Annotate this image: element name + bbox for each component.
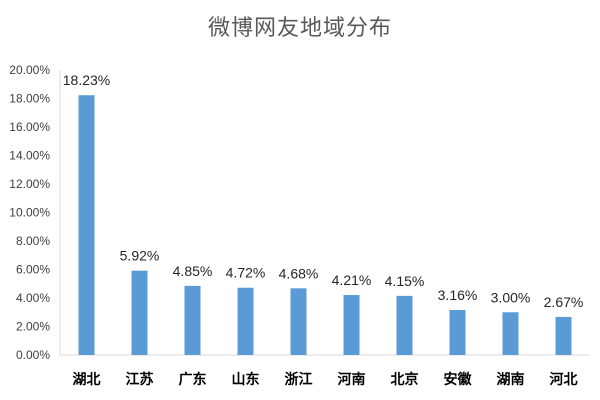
chart-title: 微博网友地域分布: [207, 16, 392, 41]
x-tick-label: 河北: [550, 371, 578, 388]
y-tick-label: 16.00%: [9, 120, 50, 134]
x-tick-label: 湖南: [497, 371, 525, 388]
data-label: 4.21%: [332, 272, 372, 288]
x-tick-label: 北京: [391, 371, 419, 388]
bar: [396, 295, 413, 355]
data-label: 3.16%: [438, 287, 478, 303]
data-label: 4.68%: [279, 265, 319, 281]
data-label: 2.67%: [544, 294, 584, 310]
x-tick-label: 河南: [338, 371, 366, 388]
y-tick-label: 8.00%: [16, 234, 50, 248]
bar: [502, 312, 519, 355]
bar: [290, 288, 307, 355]
x-tick-label: 湖北: [73, 372, 101, 388]
x-tick-label: 广东: [179, 371, 207, 388]
data-label: 4.72%: [226, 265, 266, 281]
data-label: 18.23%: [63, 72, 110, 88]
data-label: 5.92%: [120, 248, 160, 264]
y-tick-label: 18.00%: [9, 92, 50, 106]
bar: [237, 287, 254, 355]
y-tick-label: 12.00%: [9, 177, 50, 191]
bar: [343, 295, 360, 355]
y-tick-label: 4.00%: [16, 291, 50, 305]
bar: [78, 95, 95, 355]
y-tick-label: 10.00%: [9, 206, 50, 220]
bar: [184, 285, 201, 355]
data-label: 3.00%: [491, 289, 531, 305]
y-tick-label: 14.00%: [9, 149, 50, 163]
y-tick-label: 0.00%: [16, 348, 50, 362]
data-label: 4.15%: [385, 273, 425, 289]
x-tick-label: 安徽: [444, 371, 473, 388]
bar: [555, 316, 572, 355]
y-tick-label: 6.00%: [16, 263, 50, 277]
bar: [131, 270, 148, 355]
bar: [449, 309, 466, 355]
data-label: 4.85%: [173, 263, 213, 279]
x-tick-label: 山东: [232, 371, 260, 388]
x-tick-label: 江苏: [126, 371, 154, 388]
x-tick-label: 浙江: [285, 371, 313, 388]
y-tick-label: 20.00%: [9, 63, 50, 77]
y-tick-label: 2.00%: [16, 320, 50, 334]
